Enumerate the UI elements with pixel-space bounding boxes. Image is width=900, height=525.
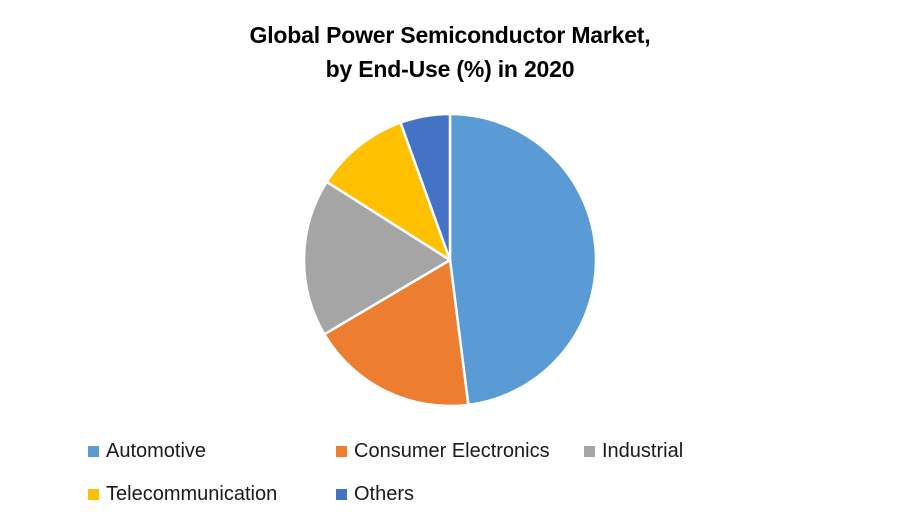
legend-item-automotive: Automotive (88, 438, 206, 464)
pie-slice-automotive (448, 112, 598, 407)
legend-label-industrial: Industrial (602, 439, 684, 462)
legend-swatch-automotive (88, 445, 99, 457)
legend-swatch-telecommunication (88, 488, 99, 500)
pie-slice-industrial (302, 180, 452, 336)
pie-slice-consumer-electronics (323, 258, 470, 408)
chart-title: Global Power Semiconductor Market, (249, 22, 651, 48)
pie-slices (302, 112, 598, 408)
pie-slice-others (399, 112, 452, 262)
pie-slice-telecommunication (325, 121, 452, 262)
legend-item-consumer-electronics: Consumer Electronics (336, 438, 550, 464)
chart-subtitle: by End-Use (%) in 2020 (325, 56, 575, 82)
legend-swatch-others (336, 488, 347, 500)
legend-item-telecommunication: Telecommunication (88, 481, 277, 507)
legend-item-industrial: Industrial (584, 438, 683, 464)
legend-label-telecommunication: Telecommunication (106, 482, 278, 505)
legend-label-automotive: Automotive (106, 439, 207, 462)
legend-swatch-consumer-electronics (336, 445, 347, 457)
legend-item-others: Others (336, 481, 414, 507)
legend-label-others: Others (354, 482, 415, 505)
legend-label-consumer-electronics: Consumer Electronics (354, 439, 550, 462)
legend-swatch-industrial (584, 445, 595, 457)
